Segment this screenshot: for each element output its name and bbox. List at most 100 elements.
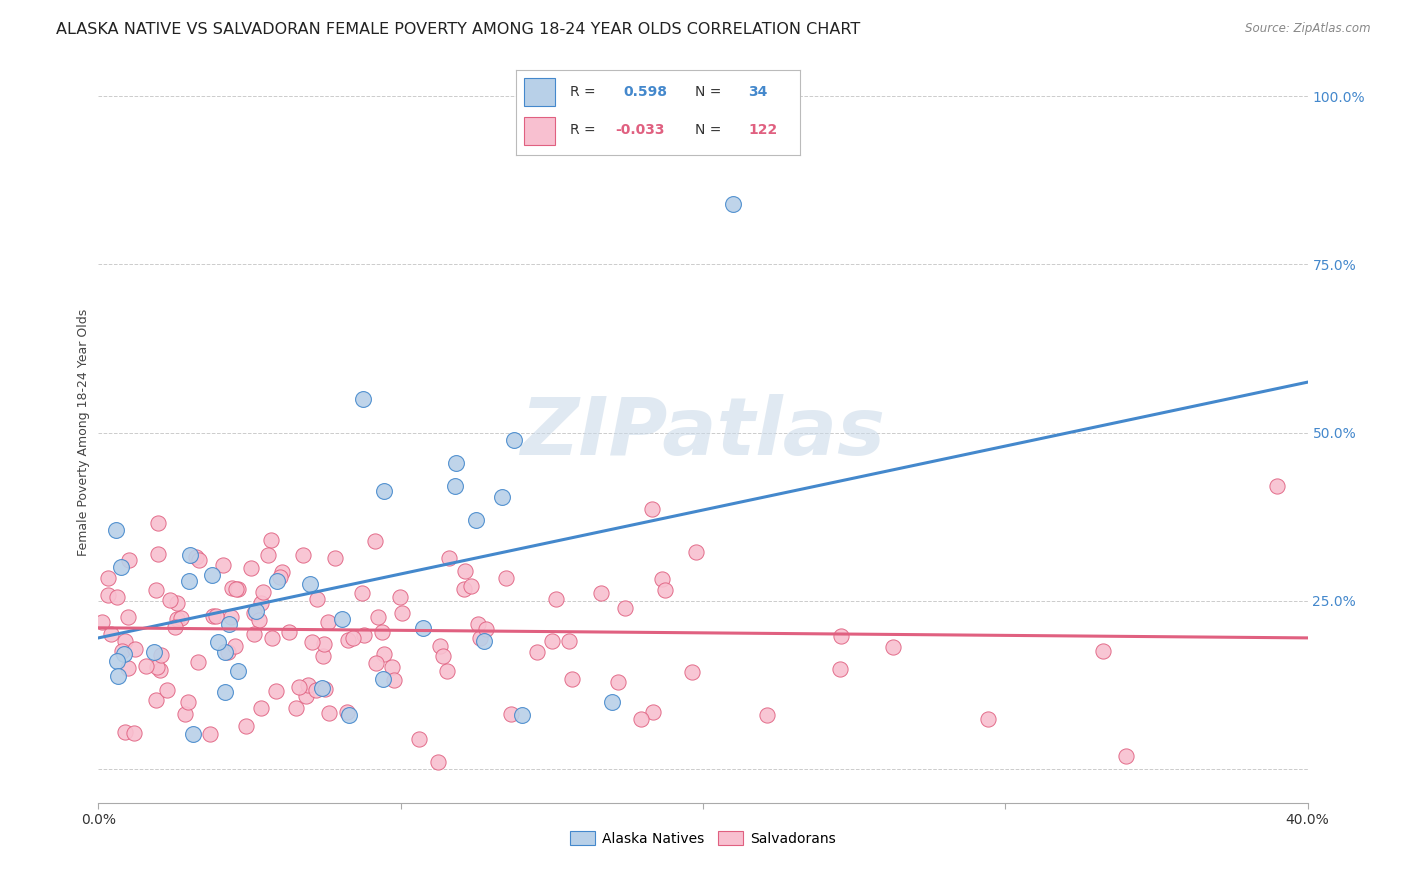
Point [212, 558, 235, 572]
Point [640, 502, 662, 516]
Point [606, 674, 628, 689]
Point [323, 551, 346, 566]
Point [270, 566, 292, 580]
Point [187, 553, 209, 567]
Point [114, 725, 136, 739]
Point [1091, 644, 1114, 658]
Point [432, 649, 454, 664]
Point [224, 639, 246, 653]
Point [367, 609, 389, 624]
Point [389, 590, 412, 604]
Point [124, 641, 146, 656]
Point [373, 483, 395, 498]
Point [181, 727, 204, 741]
Point [250, 701, 273, 715]
Point [381, 660, 404, 674]
Text: ZIPatlas: ZIPatlas [520, 393, 886, 472]
Point [218, 616, 240, 631]
Point [257, 548, 280, 562]
Point [264, 683, 287, 698]
Point [444, 479, 467, 493]
Point [305, 592, 328, 607]
Point [681, 665, 703, 680]
Point [243, 626, 266, 640]
Point [454, 565, 477, 579]
Point [200, 727, 222, 741]
Point [312, 648, 335, 663]
Point [159, 592, 181, 607]
Point [184, 550, 207, 565]
Point [465, 514, 488, 528]
Point [591, 585, 613, 599]
Point [544, 592, 567, 607]
Point [453, 582, 475, 597]
Point [204, 608, 226, 623]
Point [148, 516, 170, 530]
Point [170, 611, 193, 625]
Point [226, 582, 249, 596]
Point [350, 586, 373, 600]
Point [558, 634, 581, 648]
Point [107, 669, 129, 683]
Point [177, 695, 200, 709]
Point [755, 707, 778, 722]
Point [114, 634, 136, 648]
Point [352, 392, 374, 407]
Point [429, 639, 451, 653]
Point [312, 637, 335, 651]
Point [299, 577, 322, 591]
Point [214, 645, 236, 659]
Point [110, 560, 132, 574]
Point [330, 612, 353, 626]
Point [412, 621, 434, 635]
Point [148, 663, 170, 677]
Point [723, 196, 745, 211]
Point [685, 545, 707, 559]
Point [207, 635, 229, 649]
Point [373, 647, 395, 661]
Point [117, 661, 139, 675]
Point [100, 627, 122, 641]
Point [882, 640, 904, 655]
Point [250, 596, 273, 610]
Point [156, 683, 179, 698]
Point [146, 547, 169, 561]
Point [124, 726, 146, 740]
Text: Source: ZipAtlas.com: Source: ZipAtlas.com [1246, 22, 1371, 36]
Point [446, 456, 468, 470]
Point [311, 681, 333, 696]
Point [491, 491, 513, 505]
Point [373, 673, 395, 687]
Point [427, 756, 450, 770]
Point [105, 590, 128, 604]
Point [382, 673, 405, 687]
Point [501, 706, 523, 721]
Point [135, 658, 157, 673]
Point [91, 615, 114, 629]
Point [97, 571, 120, 585]
Point [165, 620, 187, 634]
Y-axis label: Female Poverty Among 18-24 Year Olds: Female Poverty Among 18-24 Year Olds [77, 309, 90, 557]
Point [225, 582, 247, 596]
Point [475, 623, 498, 637]
Point [391, 606, 413, 620]
Point [179, 548, 201, 562]
Point [179, 574, 201, 589]
Point [977, 712, 1000, 726]
Point [408, 732, 430, 747]
Point [105, 523, 128, 537]
Point [284, 701, 307, 715]
Point [145, 693, 167, 707]
Point [243, 606, 266, 620]
Point [221, 581, 243, 595]
Point [371, 625, 394, 640]
Point [112, 647, 135, 661]
Point [318, 706, 340, 720]
Point [541, 634, 564, 648]
Point [266, 574, 288, 588]
Point [613, 601, 636, 615]
Point [1267, 479, 1289, 493]
Point [602, 695, 624, 709]
Point [226, 665, 249, 679]
Point [240, 561, 263, 575]
